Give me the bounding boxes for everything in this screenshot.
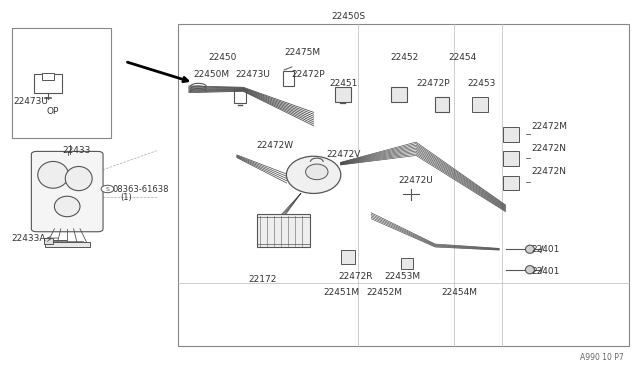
Text: 22433A: 22433A bbox=[12, 234, 46, 243]
Text: 22473U: 22473U bbox=[13, 97, 48, 106]
Text: 22472V: 22472V bbox=[326, 150, 361, 159]
Text: 22452M: 22452M bbox=[366, 288, 402, 296]
Text: 22473U: 22473U bbox=[236, 70, 270, 79]
Text: OP: OP bbox=[46, 107, 59, 116]
Bar bbox=[503, 176, 519, 190]
Text: 22454: 22454 bbox=[448, 53, 476, 62]
Bar bbox=[503, 151, 519, 166]
Text: 22450: 22450 bbox=[208, 53, 236, 62]
Text: 22450M: 22450M bbox=[193, 70, 229, 79]
Ellipse shape bbox=[38, 161, 68, 188]
Bar bbox=[401, 258, 413, 269]
Bar bbox=[472, 97, 488, 112]
Ellipse shape bbox=[525, 245, 534, 253]
Bar bbox=[341, 250, 355, 264]
Text: 22472U: 22472U bbox=[398, 176, 433, 185]
Text: 22401: 22401 bbox=[531, 267, 559, 276]
Text: 22451: 22451 bbox=[330, 79, 358, 88]
Bar bbox=[12, 28, 111, 138]
Bar bbox=[283, 71, 294, 86]
Ellipse shape bbox=[54, 196, 80, 217]
Text: 22172: 22172 bbox=[248, 275, 276, 283]
Bar bbox=[34, 74, 62, 93]
Bar bbox=[234, 90, 246, 103]
Bar bbox=[335, 87, 351, 102]
Text: 22451M: 22451M bbox=[323, 288, 359, 296]
Text: (1): (1) bbox=[120, 193, 132, 202]
Text: 22472N: 22472N bbox=[531, 144, 566, 153]
Text: 22472P: 22472P bbox=[416, 79, 450, 88]
Bar bbox=[44, 238, 53, 244]
Text: 22475M: 22475M bbox=[285, 48, 321, 57]
Bar bbox=[178, 24, 629, 346]
Bar bbox=[503, 127, 519, 142]
Text: 22453: 22453 bbox=[467, 79, 495, 88]
Text: 22472M: 22472M bbox=[531, 122, 567, 131]
Text: 22472R: 22472R bbox=[338, 272, 372, 280]
Text: S: S bbox=[106, 187, 109, 192]
Bar bbox=[257, 214, 310, 247]
Text: A990 10 P7: A990 10 P7 bbox=[580, 353, 624, 362]
Text: 08363-61638: 08363-61638 bbox=[113, 185, 169, 194]
Ellipse shape bbox=[306, 164, 328, 180]
Ellipse shape bbox=[287, 156, 341, 193]
Bar bbox=[42, 73, 54, 80]
Text: 22472P: 22472P bbox=[291, 70, 325, 79]
Text: 22472W: 22472W bbox=[256, 141, 293, 150]
FancyBboxPatch shape bbox=[31, 151, 103, 232]
Bar bbox=[45, 242, 90, 247]
Text: 22450S: 22450S bbox=[332, 12, 366, 21]
Text: 22454M: 22454M bbox=[442, 288, 477, 296]
Bar bbox=[435, 97, 449, 112]
Text: 22472N: 22472N bbox=[531, 167, 566, 176]
Text: 22401: 22401 bbox=[531, 245, 559, 254]
Bar bbox=[391, 87, 407, 102]
Text: 22433: 22433 bbox=[63, 146, 91, 155]
Text: 22452: 22452 bbox=[390, 53, 419, 62]
Circle shape bbox=[101, 185, 114, 193]
Text: 22453M: 22453M bbox=[384, 272, 420, 280]
Ellipse shape bbox=[525, 266, 534, 274]
Ellipse shape bbox=[65, 167, 92, 191]
